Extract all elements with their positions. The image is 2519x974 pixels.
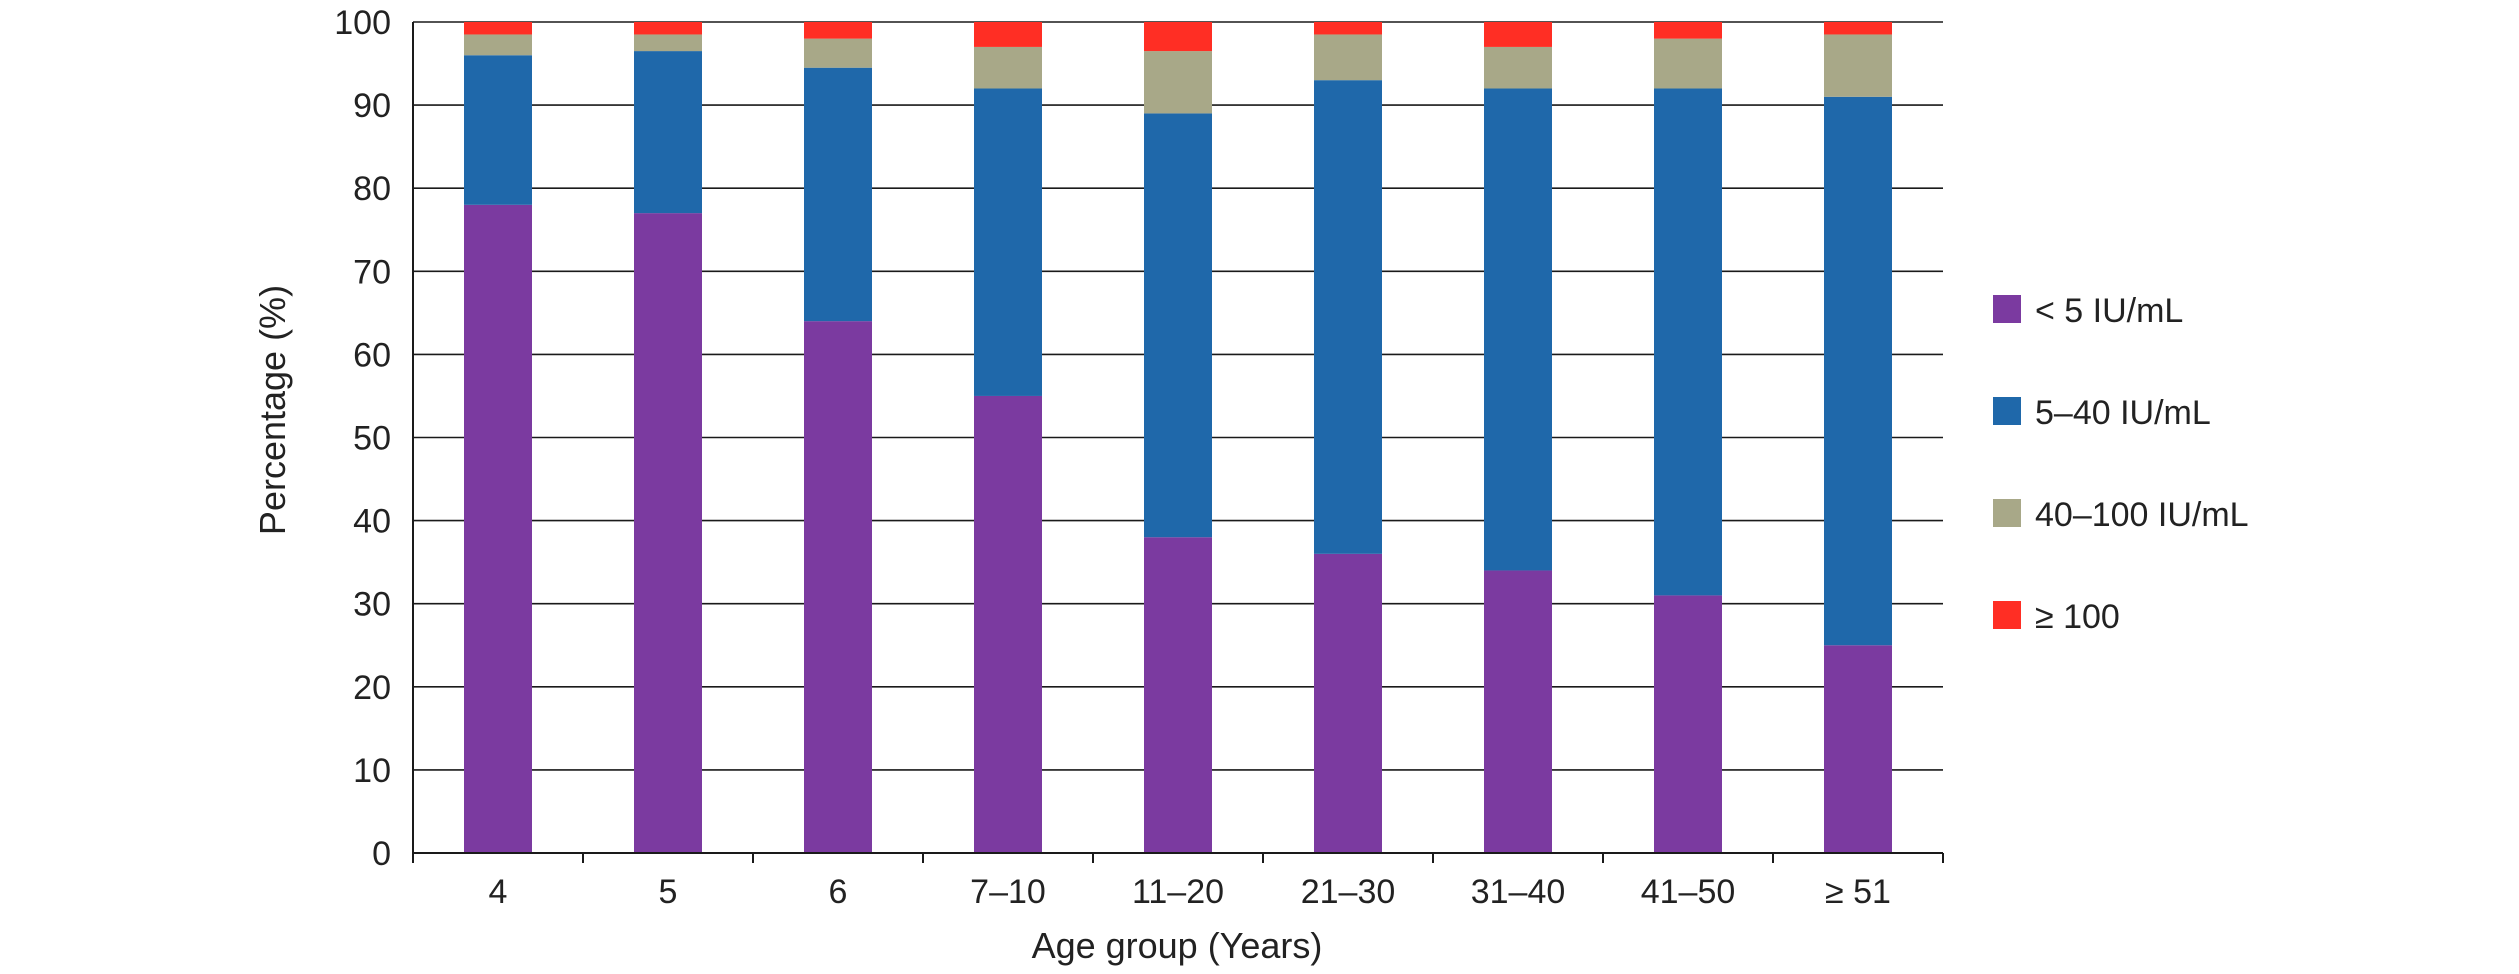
bar-segment <box>1144 51 1212 114</box>
x-axis-title: Age group (Years) <box>1032 925 1323 966</box>
bar-segment <box>1484 46 1552 89</box>
legend-label: ≥ 100 <box>2035 598 2120 636</box>
y-tick-label: 20 <box>353 669 391 707</box>
y-tick-label: 60 <box>353 336 391 374</box>
bar-segment <box>464 34 532 56</box>
legend-label: < 5 IU/mL <box>2035 292 2183 330</box>
legend-label: 5–40 IU/mL <box>2035 394 2211 432</box>
bar-segment <box>974 22 1042 47</box>
y-axis-title: Percentage (%) <box>252 285 293 535</box>
x-tick-label: 5 <box>659 873 678 911</box>
bar-segment <box>634 22 702 35</box>
bar-segment <box>1144 537 1212 853</box>
bar-segment <box>634 51 702 214</box>
x-tick-label: 4 <box>489 873 508 911</box>
y-tick-label: 100 <box>334 4 391 42</box>
bar-segment <box>804 38 872 68</box>
legend: < 5 IU/mL 5–40 IU/mL 40–100 IU/mL ≥ 100 <box>1993 292 2249 636</box>
x-tick-label: 6 <box>829 873 848 911</box>
x-tick-label: 11–20 <box>1132 873 1224 911</box>
bar-segment <box>1654 22 1722 39</box>
legend-swatch <box>1993 295 2021 323</box>
bar-segment <box>1314 22 1382 35</box>
axes <box>412 22 1944 863</box>
bar-segment <box>974 88 1042 396</box>
bar-segment <box>1314 34 1382 81</box>
legend-swatch <box>1993 499 2021 527</box>
bar-segment <box>634 34 702 52</box>
bar-segment <box>1484 22 1552 47</box>
bar-segment <box>804 67 872 322</box>
bar-segment <box>1824 34 1892 97</box>
bar-segment <box>1314 553 1382 853</box>
bar-segment <box>1654 595 1722 853</box>
legend-swatch <box>1993 397 2021 425</box>
bar-segment <box>1824 22 1892 35</box>
x-tick-label: ≥ 51 <box>1825 873 1891 911</box>
x-tick-labels: 4 5 6 7–10 11–20 21–30 31–40 41–50 ≥ 51 <box>489 873 1891 911</box>
bar-segment <box>464 204 532 853</box>
bar-segment <box>1824 96 1892 646</box>
x-tick-label: 21–30 <box>1301 873 1396 911</box>
y-tick-label: 50 <box>353 420 391 458</box>
bar-segment <box>464 22 532 35</box>
y-tick-label: 0 <box>372 835 391 873</box>
bar-segment <box>1484 570 1552 853</box>
legend-swatch <box>1993 601 2021 629</box>
y-tick-labels: 0 10 20 30 40 50 60 70 80 90 100 <box>334 4 391 873</box>
bar-segment <box>634 213 702 853</box>
legend-label: 40–100 IU/mL <box>2035 496 2249 534</box>
x-tick-label: 31–40 <box>1471 873 1566 911</box>
bar-segment <box>1314 80 1382 554</box>
bars <box>464 22 1892 853</box>
y-tick-label: 10 <box>353 752 391 790</box>
bar-segment <box>974 395 1042 853</box>
bar-segment <box>1654 38 1722 89</box>
y-tick-label: 90 <box>353 87 391 125</box>
bar-segment <box>1824 645 1892 853</box>
bar-segment <box>1144 22 1212 52</box>
y-tick-label: 40 <box>353 503 391 541</box>
bar-segment <box>804 22 872 39</box>
bar-segment <box>464 55 532 205</box>
y-tick-label: 80 <box>353 170 391 208</box>
bar-segment <box>1484 88 1552 571</box>
bar-segment <box>1144 113 1212 538</box>
x-tick-label: 7–10 <box>970 873 1046 911</box>
y-tick-label: 70 <box>353 253 391 291</box>
bar-segment <box>1654 88 1722 596</box>
x-tick-label: 41–50 <box>1641 873 1736 911</box>
bar-segment <box>804 321 872 853</box>
y-tick-label: 30 <box>353 586 391 624</box>
bar-segment <box>974 46 1042 89</box>
